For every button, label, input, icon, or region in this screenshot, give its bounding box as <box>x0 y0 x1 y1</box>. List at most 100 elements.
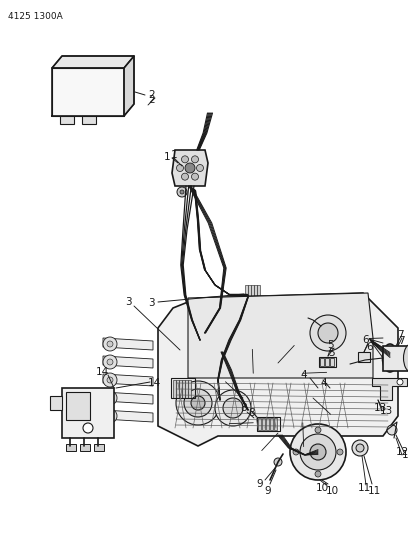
Text: 7: 7 <box>398 336 405 346</box>
Text: 8: 8 <box>241 403 247 413</box>
Circle shape <box>337 449 343 455</box>
Circle shape <box>290 424 346 480</box>
Circle shape <box>310 444 326 460</box>
Text: 8: 8 <box>248 408 255 418</box>
Bar <box>248 285 251 297</box>
Text: 6: 6 <box>366 342 373 352</box>
Circle shape <box>107 377 113 383</box>
Bar <box>171 378 195 398</box>
Circle shape <box>300 434 336 470</box>
Text: 13: 13 <box>373 403 387 413</box>
Polygon shape <box>124 56 134 116</box>
Text: 5: 5 <box>327 340 333 350</box>
Text: 7: 7 <box>397 330 404 340</box>
Circle shape <box>107 341 113 347</box>
Bar <box>66 444 76 451</box>
Polygon shape <box>372 378 407 400</box>
Polygon shape <box>52 68 124 116</box>
Circle shape <box>103 355 117 369</box>
Text: 12: 12 <box>395 447 408 457</box>
Circle shape <box>318 323 338 343</box>
Text: 10: 10 <box>326 486 339 496</box>
Text: 11: 11 <box>357 483 370 493</box>
Bar <box>266 418 269 430</box>
Bar <box>254 285 257 297</box>
Circle shape <box>356 444 364 452</box>
Circle shape <box>352 440 368 456</box>
Text: 4125 1300A: 4125 1300A <box>8 12 63 21</box>
Polygon shape <box>52 56 134 68</box>
Bar <box>320 358 324 366</box>
Bar <box>330 358 334 366</box>
Polygon shape <box>103 356 153 368</box>
Bar <box>182 380 184 398</box>
Bar <box>66 392 90 420</box>
Bar <box>257 285 259 297</box>
Bar <box>80 444 90 451</box>
Bar <box>258 418 261 430</box>
Ellipse shape <box>383 344 397 372</box>
Circle shape <box>182 173 188 180</box>
Circle shape <box>177 165 184 172</box>
Bar <box>173 380 175 398</box>
Circle shape <box>315 471 321 477</box>
Circle shape <box>191 173 199 180</box>
Text: 2: 2 <box>148 95 155 105</box>
Circle shape <box>83 423 93 433</box>
Text: 12: 12 <box>402 450 408 460</box>
Circle shape <box>180 190 184 194</box>
Bar <box>254 360 257 372</box>
Circle shape <box>107 359 113 365</box>
Bar <box>188 380 191 398</box>
Bar <box>176 380 179 398</box>
Circle shape <box>103 337 117 351</box>
Text: 2: 2 <box>149 90 155 100</box>
Circle shape <box>274 458 282 466</box>
Circle shape <box>197 165 204 172</box>
Ellipse shape <box>404 344 408 372</box>
Bar <box>179 380 182 398</box>
Bar <box>257 360 259 372</box>
Text: 13: 13 <box>380 406 393 416</box>
Polygon shape <box>188 293 373 378</box>
Text: 5: 5 <box>328 348 335 358</box>
Circle shape <box>176 381 220 425</box>
Text: 9: 9 <box>264 486 271 496</box>
Polygon shape <box>158 293 398 446</box>
Text: 9: 9 <box>257 479 263 489</box>
Text: 4: 4 <box>301 370 307 380</box>
Circle shape <box>177 187 187 197</box>
Bar <box>383 346 408 371</box>
Bar <box>245 360 248 372</box>
Text: 1: 1 <box>164 152 171 162</box>
Text: 1: 1 <box>171 150 177 160</box>
Circle shape <box>103 409 117 423</box>
Bar <box>270 418 273 430</box>
Polygon shape <box>103 410 153 422</box>
Text: 4: 4 <box>320 378 327 388</box>
Circle shape <box>185 163 195 173</box>
Polygon shape <box>82 116 96 124</box>
Bar <box>319 357 336 367</box>
Text: 11: 11 <box>368 486 381 496</box>
Circle shape <box>215 390 251 426</box>
Bar <box>257 417 280 431</box>
Circle shape <box>184 389 212 417</box>
Polygon shape <box>103 374 153 386</box>
Bar <box>251 360 253 372</box>
Bar <box>251 285 253 297</box>
Polygon shape <box>103 338 153 350</box>
Circle shape <box>315 427 321 433</box>
Circle shape <box>107 413 113 419</box>
Text: 6: 6 <box>363 335 369 345</box>
Circle shape <box>182 156 188 163</box>
Bar <box>325 358 329 366</box>
Text: 3: 3 <box>125 297 131 307</box>
Circle shape <box>103 373 117 387</box>
Text: 3: 3 <box>148 298 155 308</box>
Polygon shape <box>172 150 208 186</box>
Polygon shape <box>103 392 153 404</box>
Bar <box>262 418 265 430</box>
Circle shape <box>191 396 205 410</box>
Circle shape <box>293 449 299 455</box>
